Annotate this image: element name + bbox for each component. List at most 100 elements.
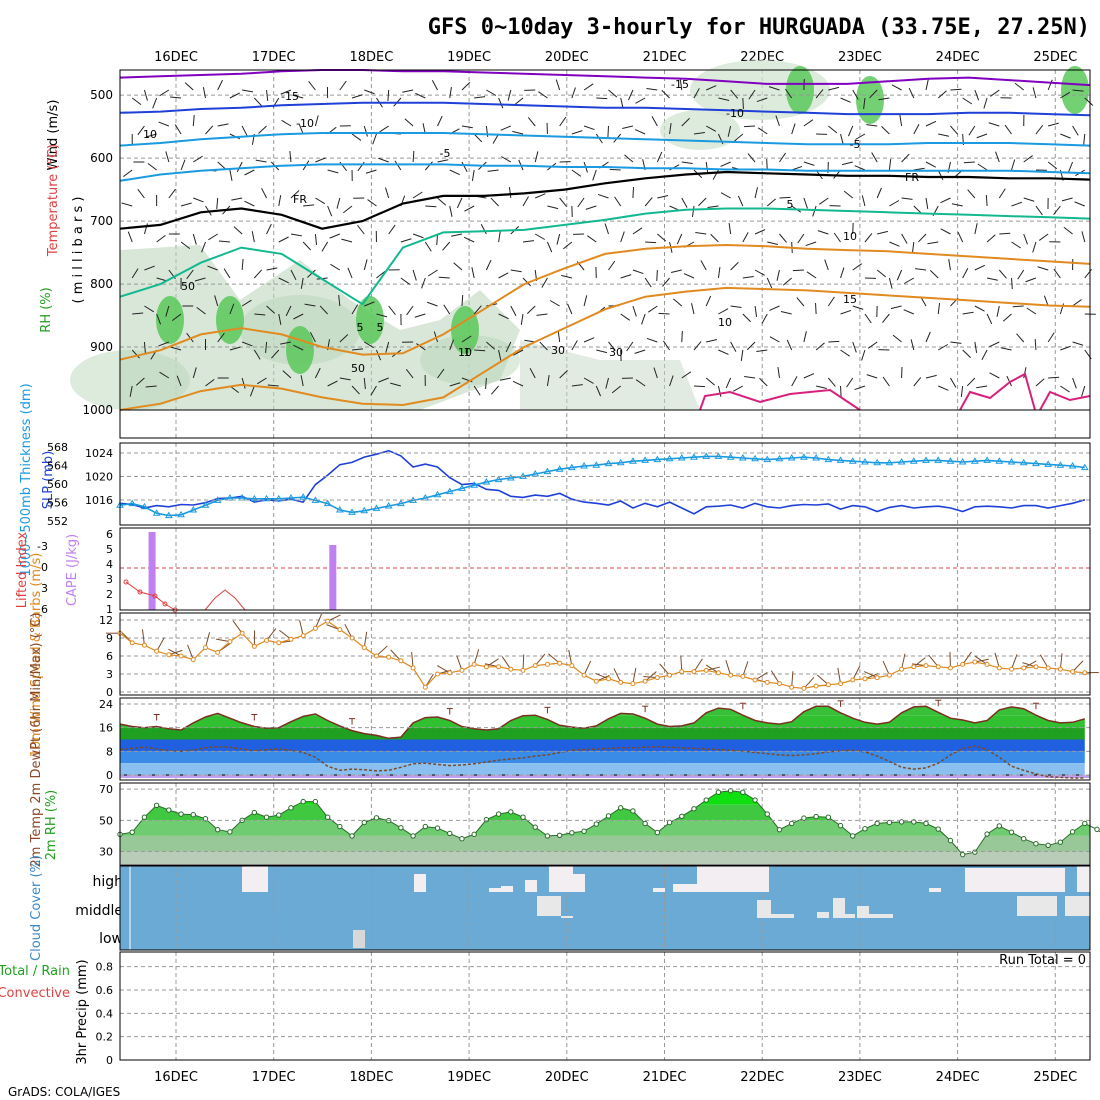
wind-barb bbox=[266, 267, 278, 271]
wind10m-point bbox=[1070, 669, 1076, 675]
wind10m-point bbox=[166, 652, 172, 658]
precip-tick: 0.4 bbox=[96, 1007, 114, 1020]
thickness-marker bbox=[164, 511, 173, 519]
wind10m-barb bbox=[411, 652, 414, 669]
cloud-low-block bbox=[353, 930, 365, 948]
contour-label: 50 bbox=[351, 362, 365, 375]
wind-barb bbox=[833, 232, 841, 243]
wind-barb bbox=[341, 238, 353, 243]
wind-barb bbox=[779, 233, 787, 243]
rh2m-point bbox=[1033, 841, 1039, 847]
wind-barb bbox=[339, 334, 349, 343]
lifted-index-point bbox=[137, 589, 143, 595]
wind-barb bbox=[974, 305, 985, 312]
thickness-marker bbox=[763, 455, 772, 463]
wind-barb bbox=[683, 273, 695, 279]
rh2m-point bbox=[153, 802, 160, 809]
wind-barb bbox=[913, 124, 920, 135]
wind10m-point bbox=[703, 667, 709, 673]
wind-barb bbox=[438, 276, 450, 279]
wind-barb bbox=[950, 377, 957, 388]
wind10m-point bbox=[1082, 670, 1088, 676]
thickness-tick: 568 bbox=[47, 441, 68, 454]
wind-barb bbox=[925, 374, 937, 379]
contour-label: 50 bbox=[181, 280, 195, 293]
rh-band bbox=[120, 790, 1090, 805]
wind-barb bbox=[983, 97, 988, 109]
wind-barb bbox=[144, 305, 155, 313]
wind-barb bbox=[143, 341, 146, 354]
wind-barb bbox=[425, 205, 437, 208]
wind-barb bbox=[988, 122, 1000, 127]
wind-barb bbox=[486, 341, 496, 350]
thickness-marker bbox=[470, 481, 479, 488]
wind-barb bbox=[137, 125, 145, 136]
wind-barb bbox=[705, 377, 715, 386]
wind-barb bbox=[996, 305, 1000, 317]
wind-barb bbox=[986, 277, 998, 281]
wind10m-point bbox=[947, 665, 953, 671]
rh-tick: 50 bbox=[99, 814, 113, 827]
wind-barb bbox=[1061, 197, 1073, 202]
wind-barb bbox=[266, 223, 272, 235]
isotherm-15 bbox=[119, 286, 1091, 411]
lifted-index-line bbox=[125, 581, 176, 611]
thickness-marker bbox=[1044, 460, 1053, 467]
wind-barb bbox=[347, 267, 353, 279]
wind-barb bbox=[253, 349, 261, 360]
wind-barb bbox=[1035, 125, 1044, 135]
wind-barb bbox=[605, 377, 609, 389]
wind-barb bbox=[443, 304, 451, 315]
wind-barb bbox=[244, 200, 255, 207]
wind-barb bbox=[290, 269, 297, 281]
wind-barb bbox=[819, 197, 829, 205]
contour-label: 5 bbox=[357, 321, 364, 334]
rh2m-point bbox=[129, 829, 135, 835]
wind-barb bbox=[977, 163, 988, 171]
thickness-marker bbox=[384, 502, 393, 509]
wind10m-barb bbox=[232, 620, 243, 634]
wind-barb bbox=[1048, 122, 1059, 127]
wind-barb bbox=[207, 265, 218, 271]
panel-frame-temp bbox=[119, 697, 1091, 781]
wind10m-point bbox=[960, 661, 966, 667]
wind-barb bbox=[1060, 91, 1071, 99]
wind-barb bbox=[644, 197, 653, 207]
rh2m-point bbox=[703, 797, 709, 803]
wind-barb bbox=[843, 190, 854, 199]
wind-barb bbox=[989, 372, 1000, 379]
wind-barb bbox=[869, 89, 878, 99]
wind-barb bbox=[967, 189, 976, 199]
wind-barb bbox=[901, 197, 913, 200]
contour-label: -10 bbox=[726, 107, 744, 120]
wind-barb bbox=[357, 225, 365, 235]
wind-barb bbox=[803, 119, 814, 127]
thickness-marker bbox=[397, 499, 405, 507]
wind-barb bbox=[871, 152, 878, 163]
wind-barb bbox=[343, 205, 353, 214]
wind-barb bbox=[217, 123, 229, 127]
wind10m-point bbox=[386, 654, 392, 660]
wind-barb bbox=[966, 377, 976, 387]
isotherm-20 bbox=[699, 388, 861, 411]
wind-barb bbox=[732, 385, 744, 392]
wind-barb bbox=[840, 385, 842, 398]
rh2m-point bbox=[190, 812, 196, 818]
wind-barb bbox=[998, 188, 1006, 199]
rh-axis-label: RH (%) bbox=[39, 287, 54, 332]
wind-barb bbox=[805, 241, 817, 247]
wind-barb bbox=[229, 303, 235, 315]
thickness-marker bbox=[775, 454, 784, 462]
thickness-marker bbox=[787, 454, 796, 461]
isotherm-5 bbox=[119, 207, 1091, 306]
wind-barb bbox=[1002, 313, 1012, 322]
wind-barb bbox=[451, 233, 463, 237]
wind10m-point bbox=[923, 663, 929, 669]
cloud-high-block bbox=[549, 866, 573, 892]
wind-barb bbox=[816, 385, 827, 389]
wind-barb bbox=[1047, 79, 1053, 91]
wind-barb bbox=[769, 336, 780, 343]
rh2m-point bbox=[520, 814, 526, 820]
wind-barb bbox=[1037, 266, 1049, 271]
wind-barb bbox=[925, 120, 937, 127]
